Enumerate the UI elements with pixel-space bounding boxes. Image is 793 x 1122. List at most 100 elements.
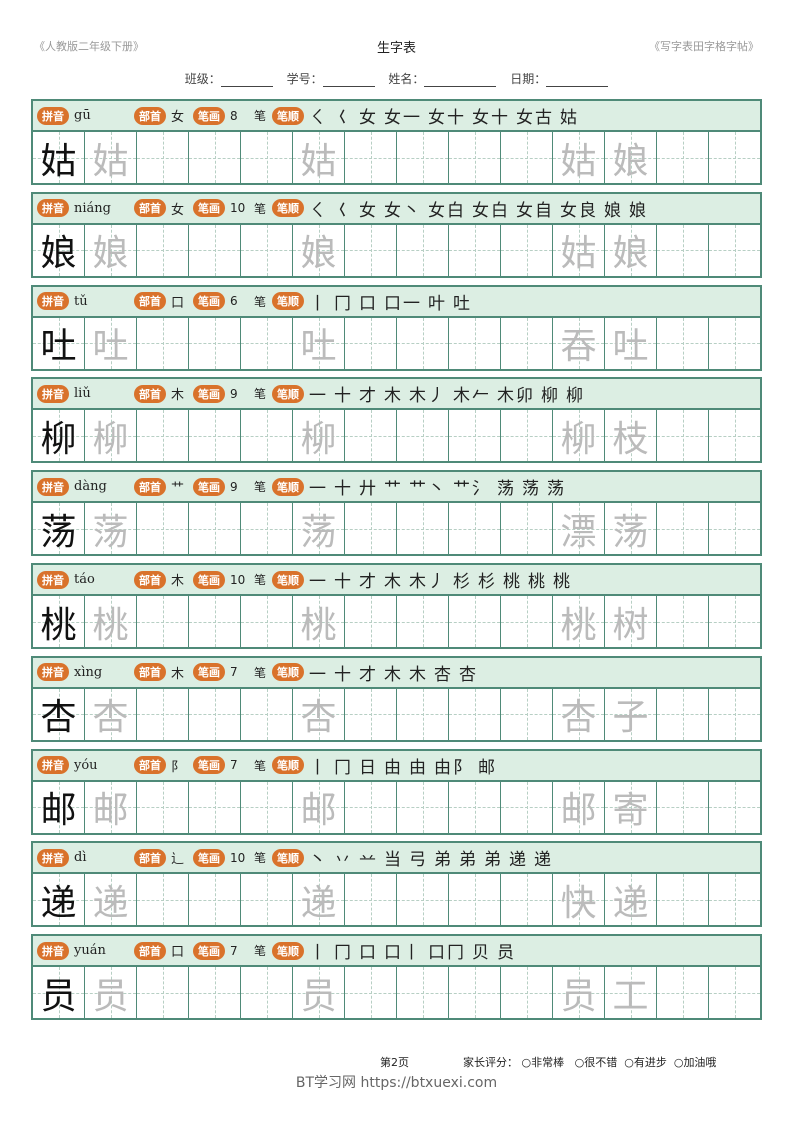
practice-cell[interactable]	[137, 596, 189, 647]
practice-cell[interactable]	[501, 224, 553, 276]
practice-cell[interactable]	[449, 132, 501, 183]
practice-cell[interactable]	[345, 224, 397, 276]
practice-cell[interactable]	[501, 503, 553, 555]
practice-cell[interactable]	[241, 410, 293, 462]
practice-cell[interactable]: 杏	[553, 688, 605, 740]
practice-cell[interactable]	[137, 224, 189, 276]
practice-cell[interactable]: 柳	[293, 410, 345, 462]
practice-cell[interactable]	[449, 410, 501, 462]
practice-cell[interactable]	[397, 596, 449, 647]
practice-cell[interactable]	[657, 317, 709, 369]
practice-cell[interactable]	[657, 224, 709, 276]
practice-cell[interactable]: 邮	[293, 781, 345, 833]
practice-cell[interactable]	[345, 967, 397, 1019]
practice-cell[interactable]: 递	[293, 874, 345, 926]
practice-cell[interactable]: 桃	[85, 596, 137, 647]
practice-cell[interactable]	[709, 224, 760, 276]
practice-cell[interactable]	[709, 967, 760, 1019]
practice-cell[interactable]: 杏	[85, 688, 137, 740]
practice-cell[interactable]	[137, 688, 189, 740]
practice-cell[interactable]	[449, 317, 501, 369]
practice-cell[interactable]	[397, 967, 449, 1019]
rating-option[interactable]: ○非常棒	[521, 1056, 565, 1069]
practice-cell[interactable]	[189, 224, 241, 276]
practice-cell[interactable]	[189, 503, 241, 555]
practice-cell[interactable]: 荡	[293, 503, 345, 555]
practice-cell[interactable]	[501, 317, 553, 369]
practice-cell[interactable]	[709, 132, 760, 183]
practice-cell[interactable]	[657, 410, 709, 462]
practice-cell[interactable]: 吐	[293, 317, 345, 369]
practice-cell[interactable]	[449, 596, 501, 647]
practice-cell[interactable]	[241, 596, 293, 647]
practice-cell[interactable]	[137, 410, 189, 462]
practice-cell[interactable]: 娘	[293, 224, 345, 276]
practice-cell[interactable]	[137, 317, 189, 369]
practice-cell[interactable]	[137, 132, 189, 183]
practice-cell[interactable]	[189, 596, 241, 647]
practice-cell[interactable]	[345, 503, 397, 555]
rating-option[interactable]: ○加油哦	[673, 1056, 717, 1069]
rating-option[interactable]: ○有进步	[624, 1056, 667, 1069]
practice-cell[interactable]: 递	[605, 874, 657, 926]
practice-cell[interactable]	[137, 967, 189, 1019]
practice-cell[interactable]	[345, 317, 397, 369]
practice-cell[interactable]: 柳	[85, 410, 137, 462]
practice-cell[interactable]	[241, 781, 293, 833]
practice-cell[interactable]	[241, 503, 293, 555]
practice-cell[interactable]	[137, 874, 189, 926]
practice-cell[interactable]: 杏	[293, 688, 345, 740]
practice-cell[interactable]: 员	[85, 967, 137, 1019]
practice-cell[interactable]: 娘	[605, 132, 657, 183]
practice-cell[interactable]: 员	[293, 967, 345, 1019]
practice-cell[interactable]	[189, 132, 241, 183]
practice-cell[interactable]	[241, 132, 293, 183]
practice-cell[interactable]	[657, 781, 709, 833]
practice-cell[interactable]	[397, 132, 449, 183]
practice-cell[interactable]	[449, 874, 501, 926]
practice-cell[interactable]: 姑	[553, 132, 605, 183]
practice-cell[interactable]	[657, 596, 709, 647]
practice-cell[interactable]	[657, 132, 709, 183]
practice-cell[interactable]: 邮	[553, 781, 605, 833]
practice-cell[interactable]	[709, 317, 760, 369]
practice-cell[interactable]: 姑	[85, 132, 137, 183]
practice-cell[interactable]	[189, 781, 241, 833]
practice-cell[interactable]: 寄	[605, 781, 657, 833]
practice-cell[interactable]: 荡	[85, 503, 137, 555]
practice-cell[interactable]	[449, 224, 501, 276]
practice-cell[interactable]	[137, 781, 189, 833]
practice-cell[interactable]: 桃	[553, 596, 605, 647]
practice-cell[interactable]: 柳	[553, 410, 605, 462]
name-field[interactable]	[424, 75, 497, 87]
practice-cell[interactable]	[657, 967, 709, 1019]
number-field[interactable]	[322, 75, 375, 87]
practice-cell[interactable]	[449, 503, 501, 555]
practice-cell[interactable]	[501, 410, 553, 462]
practice-cell[interactable]	[449, 781, 501, 833]
practice-cell[interactable]	[345, 874, 397, 926]
practice-cell[interactable]	[345, 781, 397, 833]
practice-cell[interactable]	[241, 317, 293, 369]
practice-cell[interactable]	[657, 874, 709, 926]
practice-cell[interactable]	[137, 503, 189, 555]
practice-cell[interactable]	[397, 224, 449, 276]
practice-cell[interactable]	[345, 688, 397, 740]
practice-cell[interactable]: 工	[605, 967, 657, 1019]
practice-cell[interactable]	[345, 596, 397, 647]
practice-cell[interactable]	[709, 503, 760, 555]
practice-cell[interactable]: 娘	[85, 224, 137, 276]
practice-cell[interactable]	[397, 410, 449, 462]
practice-cell[interactable]	[189, 410, 241, 462]
practice-cell[interactable]: 树	[605, 596, 657, 647]
practice-cell[interactable]: 枝	[605, 410, 657, 462]
practice-cell[interactable]	[189, 317, 241, 369]
practice-cell[interactable]: 子	[605, 688, 657, 740]
practice-cell[interactable]: 桃	[293, 596, 345, 647]
practice-cell[interactable]	[189, 688, 241, 740]
practice-cell[interactable]	[241, 967, 293, 1019]
practice-cell[interactable]	[657, 503, 709, 555]
practice-cell[interactable]: 姑	[293, 132, 345, 183]
practice-cell[interactable]	[709, 410, 760, 462]
practice-cell[interactable]	[501, 967, 553, 1019]
